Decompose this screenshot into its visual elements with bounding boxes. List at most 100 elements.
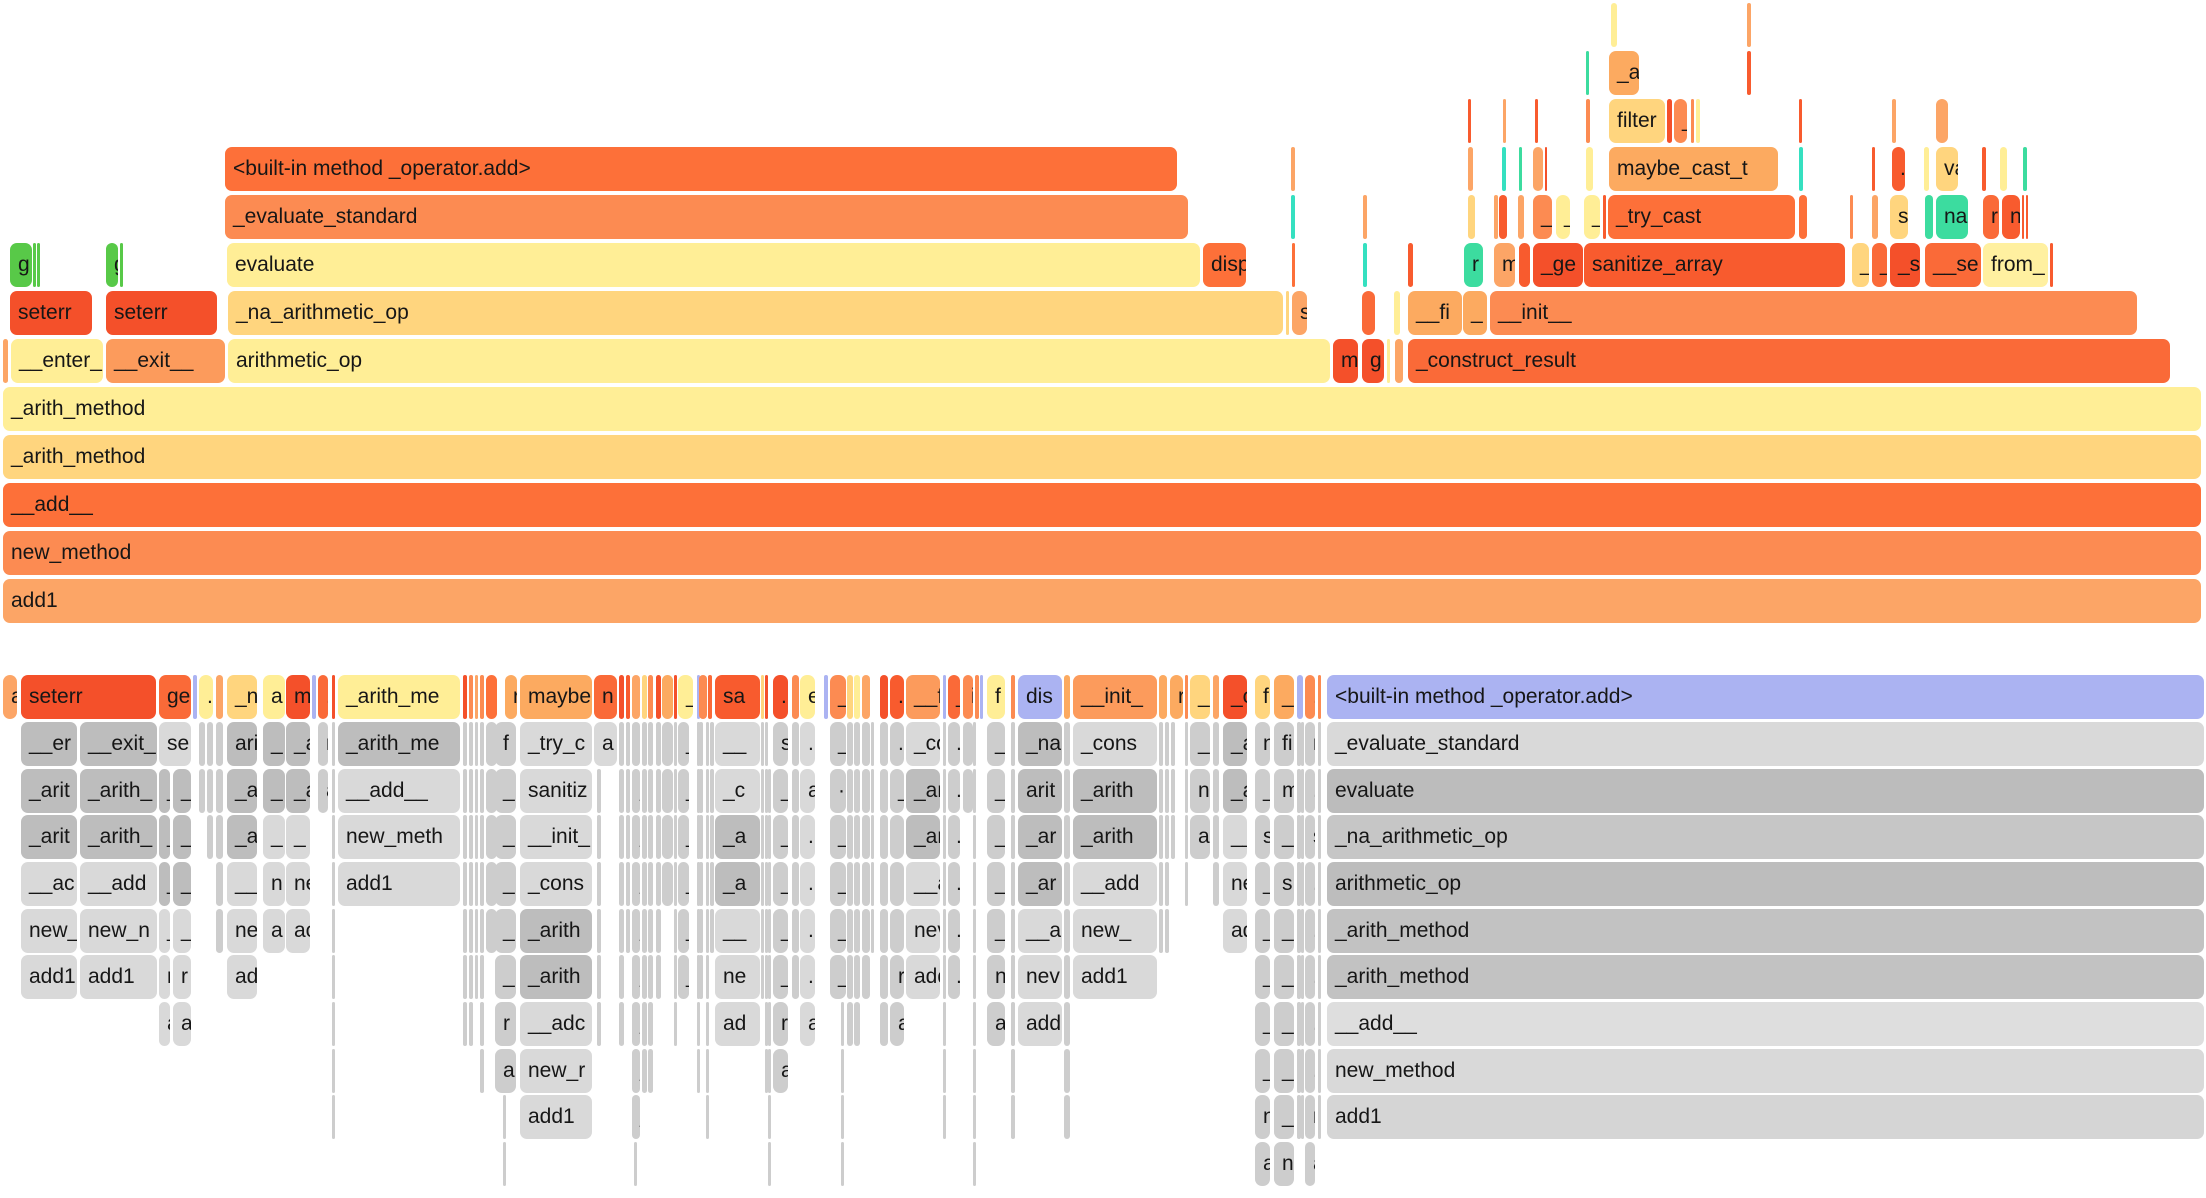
caller-sliver[interactable] [1159,862,1163,906]
caller-sliver[interactable] [662,815,673,859]
caller-sliver[interactable] [1301,1049,1304,1093]
caller-cell[interactable]: r [632,722,640,766]
caller-sliver[interactable] [943,769,946,813]
caller-cell[interactable]: __add__ [338,769,460,813]
caller-sliver[interactable] [597,862,601,906]
caller-sliver[interactable] [1185,722,1188,766]
caller-cell[interactable]: _ [173,815,191,859]
flame-sliver[interactable] [1292,243,1295,287]
flame-sliver[interactable] [1924,147,1929,191]
caller-cell[interactable]: _ [1274,1095,1294,1139]
caller-cell[interactable]: _ [632,862,640,906]
caller-cell[interactable]: r [890,955,904,999]
caller-sliver[interactable] [706,1002,709,1046]
caller-cell[interactable]: __er [21,722,77,766]
caller-sliver[interactable] [871,909,874,953]
caller-cell[interactable]: _ [159,815,170,859]
caller-sliver[interactable] [1165,909,1169,953]
flame-sliver[interactable] [943,675,946,719]
flame-sliver[interactable] [1387,339,1390,383]
caller-sliver[interactable] [943,815,946,859]
flame-sliver[interactable] [1519,147,1522,191]
flame-sliver[interactable] [1318,675,1321,719]
flame-block[interactable]: __exit__ [106,339,225,383]
flame-sliver[interactable] [656,675,661,719]
flame-block[interactable]: v [632,675,640,719]
caller-sliver[interactable] [1301,1002,1304,1046]
caller-sliver[interactable] [463,955,467,999]
caller-cell[interactable]: a [890,1002,904,1046]
flame-block[interactable]: . [862,675,870,719]
flame-block[interactable]: _ [1852,243,1869,287]
caller-sliver[interactable] [1213,769,1219,813]
flame-sliver[interactable] [1799,147,1803,191]
caller-cell[interactable]: __ [227,862,257,906]
caller-cell[interactable]: _ [1274,1049,1294,1093]
flame-sliver[interactable] [1519,243,1530,287]
flame-block[interactable]: _n [227,675,257,719]
flame-sliver[interactable] [1185,675,1188,719]
flame-block[interactable]: _ [1556,195,1570,239]
caller-sliver[interactable] [871,722,874,766]
caller-sliver[interactable] [841,1142,844,1186]
caller-sliver[interactable] [332,769,335,813]
flame-block[interactable]: n [2002,195,2020,239]
caller-sliver[interactable] [697,815,700,859]
flame-block[interactable]: _c [1223,675,1247,719]
caller-cell[interactable]: arit [1018,769,1062,813]
caller-cell[interactable]: . [948,769,960,813]
caller-sliver[interactable] [480,769,484,813]
flame-sliver[interactable] [1535,99,1538,143]
caller-sliver[interactable] [706,769,709,813]
caller-cell[interactable]: . [1305,909,1315,953]
caller-sliver[interactable] [699,955,703,999]
flame-block[interactable]: __enter_ [11,339,103,383]
flame-sliver[interactable] [1286,291,1289,335]
caller-cell[interactable]: _a [1223,769,1247,813]
flame-sliver[interactable] [1936,99,1948,143]
caller-cell[interactable]: _ [1255,955,1270,999]
caller-cell[interactable]: . [1305,769,1315,813]
caller-cell[interactable]: _a [286,722,310,766]
flame-sliver[interactable] [1408,243,1413,287]
caller-sliver[interactable] [871,815,874,859]
flame-block[interactable]: s [1890,195,1908,239]
flame-sliver[interactable] [1468,147,1473,191]
flame-sliver[interactable] [1213,675,1219,719]
caller-sliver[interactable] [943,955,946,999]
flame-sliver[interactable] [1925,195,1933,239]
flame-sliver[interactable] [1291,195,1295,239]
caller-cell[interactable]: __a [906,862,940,906]
caller-sliver[interactable] [792,862,799,906]
flame-sliver[interactable] [1747,51,1751,95]
caller-cell[interactable]: . [800,722,815,766]
caller-cell[interactable]: _ [678,815,689,859]
caller-cell[interactable]: new_r [520,1049,592,1093]
caller-sliver[interactable] [706,722,709,766]
flame-block[interactable]: maybe [520,675,592,719]
caller-sliver[interactable] [1318,769,1321,813]
caller-sliver[interactable] [854,862,860,906]
caller-cell[interactable]: _ [1274,815,1294,859]
caller-sliver[interactable] [697,722,700,766]
flame-sliver[interactable] [1545,147,1547,191]
flame-block[interactable]: g [10,243,32,287]
caller-sliver[interactable] [1297,722,1301,766]
flame-block[interactable]: _na_arithmetic_op [228,291,1283,335]
caller-cell[interactable]: _ [1255,1002,1270,1046]
flame-block[interactable]: r [505,675,517,719]
flame-sliver[interactable] [626,675,630,719]
caller-cell[interactable]: _ [830,862,846,906]
flame-block[interactable]: m [1494,243,1515,287]
caller-sliver[interactable] [768,769,771,813]
caller-sliver[interactable] [1318,1002,1321,1046]
caller-cell[interactable]: _ [286,815,310,859]
caller-cell[interactable] [207,722,213,766]
caller-sliver[interactable] [761,862,764,906]
caller-cell[interactable]: _ [495,862,516,906]
caller-sliver[interactable] [973,1095,976,1139]
caller-sliver[interactable] [469,815,473,859]
flame-sliver[interactable] [1603,195,1606,239]
caller-cell[interactable]: _ [263,815,285,859]
caller-cell[interactable]: add1 [21,955,77,999]
